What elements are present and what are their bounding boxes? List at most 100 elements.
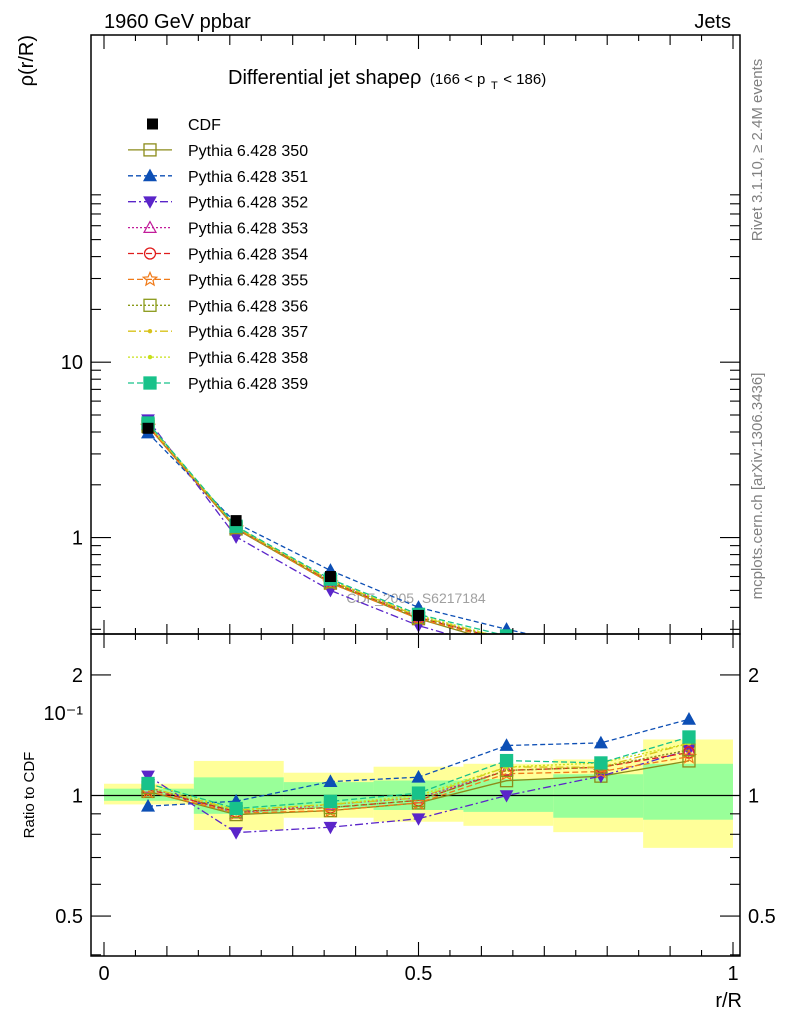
legend-marker-3 [142, 220, 158, 233]
series-2-ratio-point [323, 821, 338, 835]
series-3-point [505, 632, 508, 634]
series-4-point [683, 689, 694, 700]
series-9-ratio-point [411, 786, 426, 800]
y-tick-label: 10⁻¹ [44, 703, 84, 725]
legend-marker-7 [147, 329, 153, 334]
series-2-point [501, 646, 513, 657]
legend-marker-1 [142, 168, 158, 182]
series-8-point [599, 656, 603, 660]
ratio-y-tick-label-right: 1 [748, 786, 759, 808]
x-tick-label: 0.5 [405, 963, 433, 985]
series-1-ratio-point [141, 798, 156, 812]
legend-marker-9 [143, 376, 157, 390]
legend-marker-8 [147, 354, 153, 360]
ratio-y-tick-label: 0.5 [55, 906, 83, 928]
legend-cdf-marker [147, 118, 158, 130]
chart-title: Differential jet shapeρ (166 < p T < 186… [228, 67, 546, 94]
legend-marker-6 [143, 298, 157, 312]
series-9-ratio-point [323, 794, 338, 809]
series-8-point [504, 637, 508, 641]
legend-marker-0 [143, 143, 157, 157]
series-5-point [682, 689, 695, 702]
series-4-line [147, 425, 486, 634]
legend-label-9: Pythia 6.428 359 [188, 376, 308, 393]
series-0-line [147, 426, 473, 634]
cdf-data-point [324, 571, 336, 583]
series-9-ratio-point [499, 753, 514, 768]
series-9-point [683, 681, 695, 693]
series-1-ratio-point [323, 774, 338, 787]
series-5-ratio-point [680, 748, 698, 764]
cdf-data-point [501, 646, 512, 657]
legend-marker-4 [143, 247, 157, 260]
chart-title-range: (166 < p [430, 71, 485, 88]
series-8-point [687, 688, 691, 692]
series-2-point [595, 659, 607, 670]
mcplots-citation-text: mcplots.cern.ch [arXiv:1306.3436] [749, 373, 766, 600]
x-axis-label: r/R [715, 990, 742, 1012]
series-2-ratio-point [141, 770, 155, 783]
series-2-ratio-point [499, 790, 514, 803]
series-8-line [147, 422, 492, 634]
main-panel-series [139, 414, 695, 702]
cdf-data-point [230, 515, 242, 527]
series-1-point [683, 674, 695, 685]
series-6-line [147, 424, 486, 634]
series-2-line [147, 419, 450, 634]
y-tick-label: 10 [61, 352, 83, 374]
series-1-ratio-point [499, 738, 514, 751]
series-6-point [595, 654, 607, 666]
series-1-ratio-point [681, 712, 696, 725]
legend-label-4: Pythia 6.428 354 [188, 247, 308, 264]
ratio-panel-series [139, 712, 698, 840]
series-9-ratio-point [229, 801, 243, 816]
series-6-point [683, 687, 695, 699]
series-3-ratio-point [681, 742, 696, 756]
series-2-ratio-point [229, 827, 243, 840]
series-7-line [147, 424, 491, 634]
ratio-y-tick-label-right: 2 [748, 665, 759, 687]
ratio-y-axis-label: Ratio to CDF [21, 752, 38, 839]
legend-marker-2 [143, 196, 157, 209]
header-process: Jets [694, 11, 731, 33]
legend-marker-5 [141, 270, 159, 287]
series-9-ratio-point [682, 730, 696, 744]
series-3-point [595, 654, 607, 665]
header-energy: 1960 GeV ppbar [104, 11, 251, 33]
cdf-data-point [142, 422, 154, 434]
legend-label-8: Pythia 6.428 358 [188, 350, 308, 367]
chart-title-range-end: < 186) [503, 71, 546, 88]
series-3-point [683, 687, 695, 698]
cdf-band-green [643, 763, 733, 820]
series-6-point [499, 633, 514, 634]
y-axis-label: ρ(r/R) [16, 35, 38, 86]
axes: 0 0.5 1 10⁻¹ 1 10 0.5 0.5 1 1 2 2 [44, 34, 776, 985]
series-7-point [687, 688, 691, 692]
rivet-version-text: Rivet 3.1.10, ≥ 2.4M events [749, 59, 766, 242]
series-0-point [501, 639, 513, 651]
series-4-point [595, 655, 606, 666]
series-9-point [595, 652, 607, 664]
legend-cdf-label: CDF [188, 117, 221, 134]
legend-label-2: Pythia 6.428 352 [188, 195, 308, 212]
series-9-point [499, 629, 514, 634]
series-3-line [147, 424, 487, 634]
legend-label-0: Pythia 6.428 350 [188, 143, 308, 160]
chart-title-range-index: T [491, 80, 498, 92]
series-5-line [147, 426, 480, 634]
series-1-ratio-point [411, 769, 426, 783]
legend-label-1: Pythia 6.428 351 [188, 169, 308, 186]
series-5-point [594, 655, 607, 668]
series-7-point [599, 658, 603, 662]
chart-title-main: Differential jet shapeρ [228, 67, 421, 89]
series-9-ratio-point [594, 756, 608, 770]
legend: CDF Pythia 6.428 350 Pythia 6.428 351 Pythi… [128, 117, 308, 393]
legend-label-5: Pythia 6.428 355 [188, 272, 308, 289]
series-9-ratio-point [141, 776, 155, 791]
ratio-y-tick-label: 1 [72, 786, 83, 808]
legend-label-6: Pythia 6.428 356 [188, 298, 308, 315]
x-tick-label: 1 [727, 963, 738, 985]
cdf-data-point [595, 667, 606, 678]
series-7-point [504, 637, 508, 641]
